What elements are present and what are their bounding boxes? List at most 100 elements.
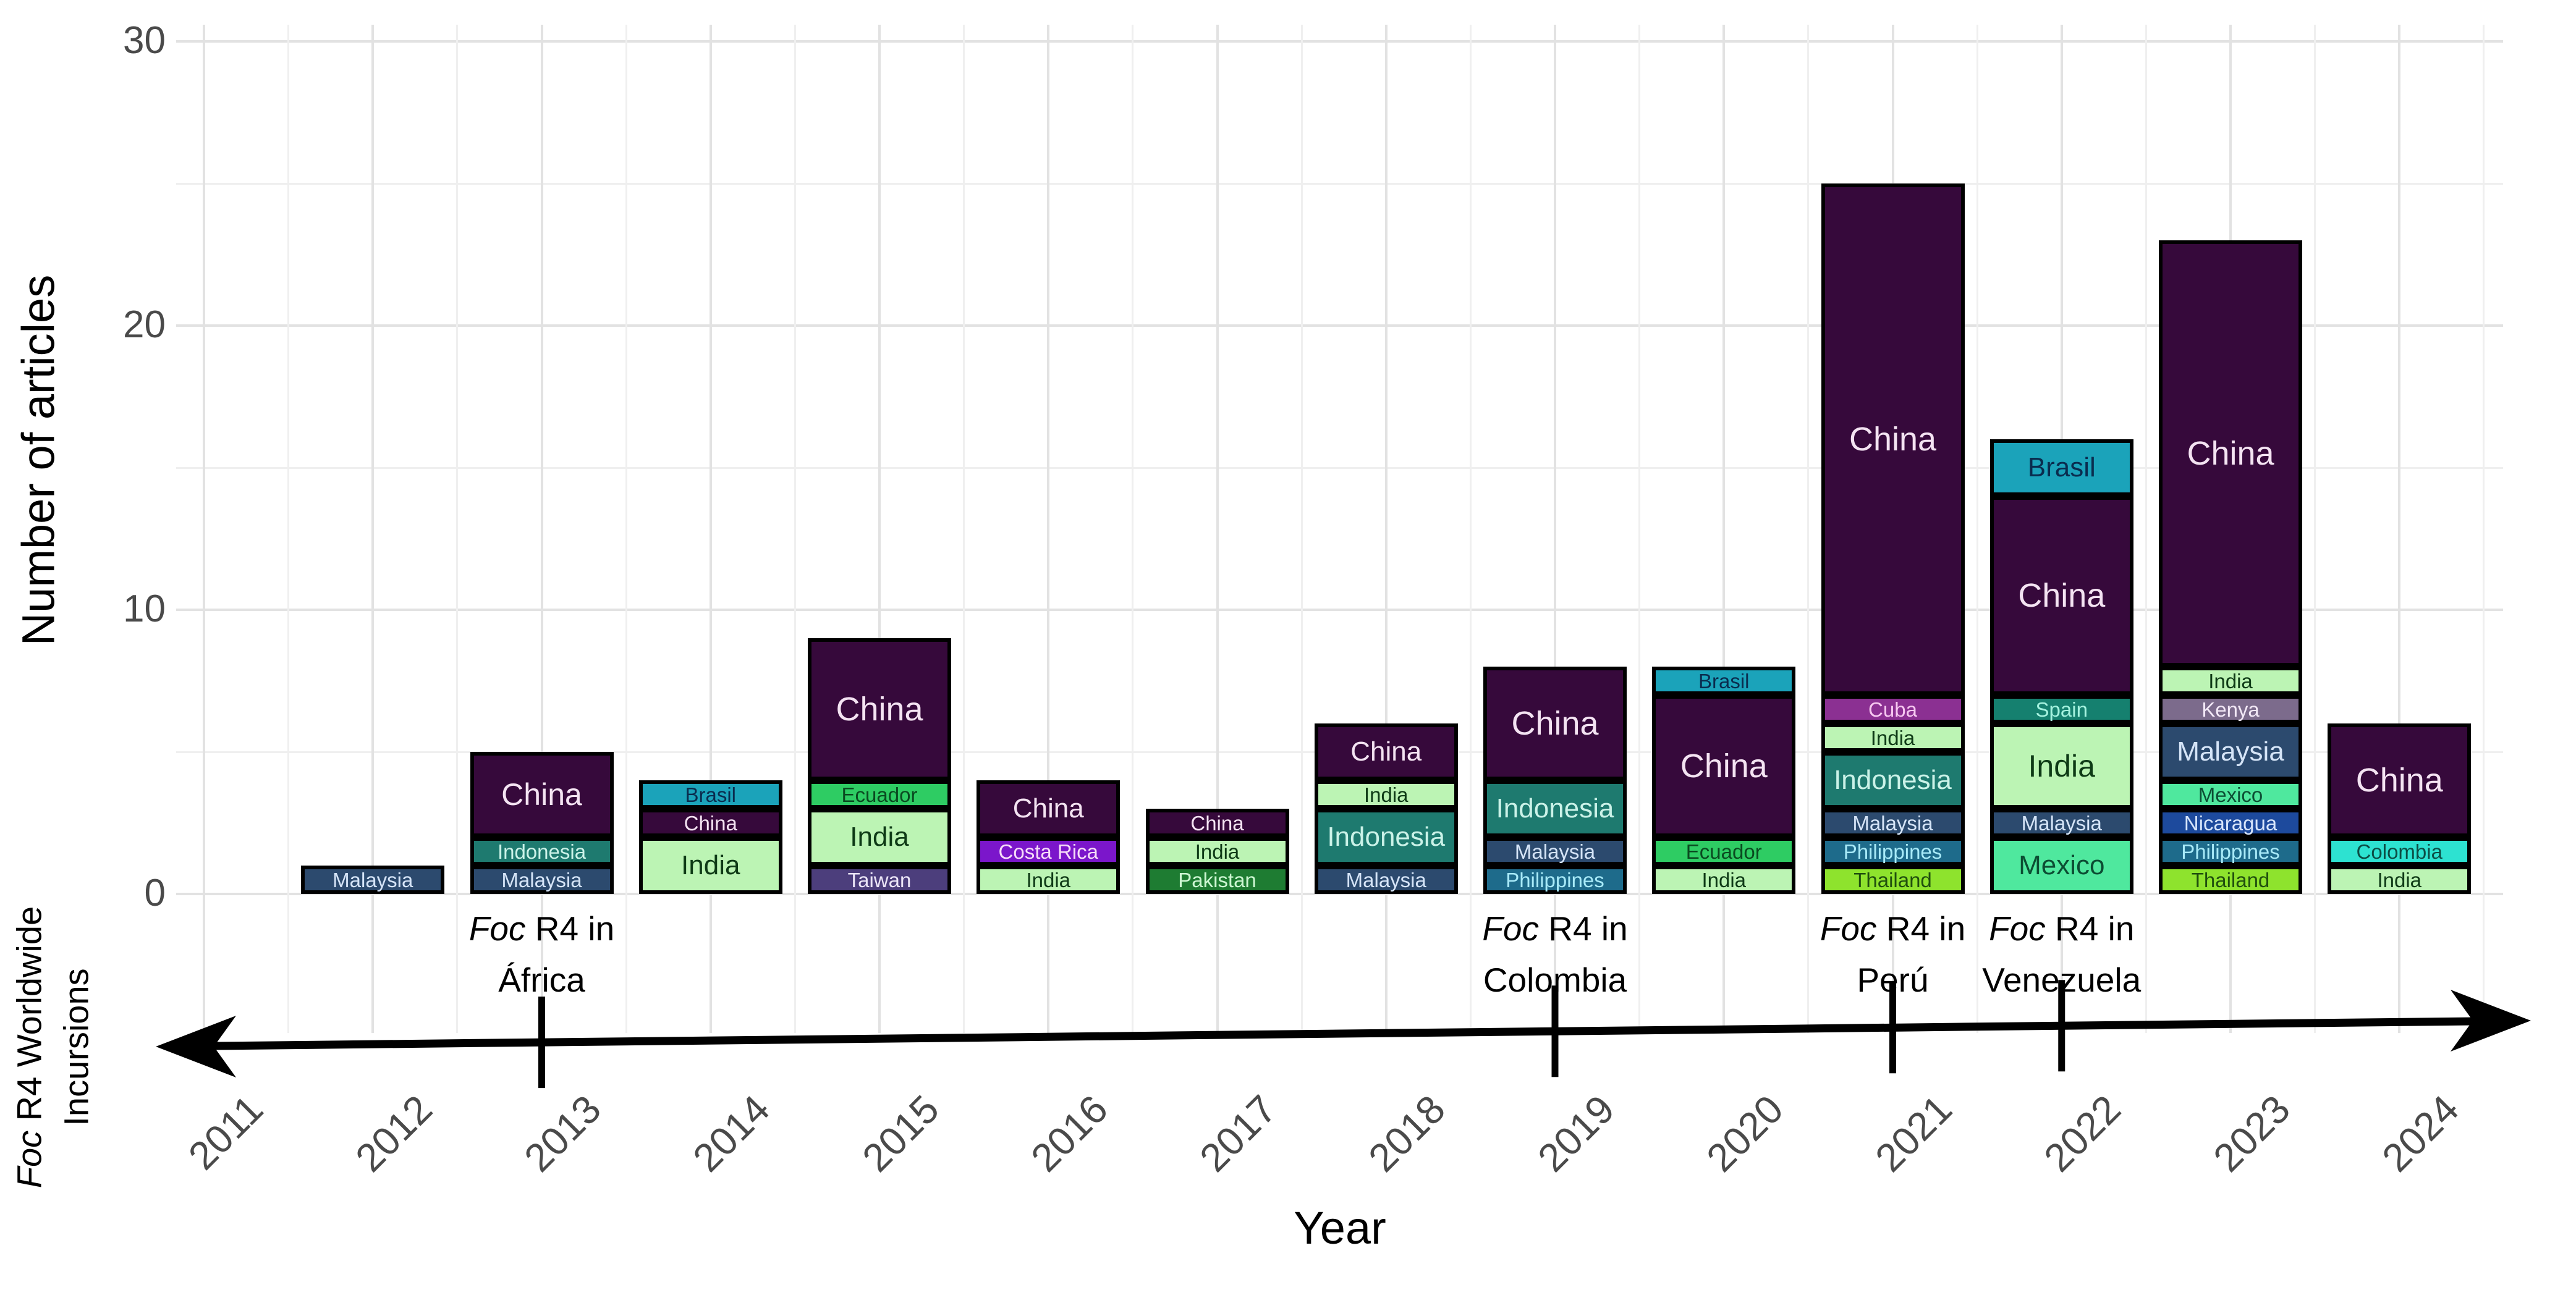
segment-label: India xyxy=(850,822,909,852)
segment-label: China xyxy=(836,691,923,728)
v-gridline-major xyxy=(203,25,205,1033)
segment-label: Indonesia xyxy=(1496,793,1614,824)
v-gridline-major xyxy=(2398,25,2401,1033)
segment-2015-ecuador: Ecuador xyxy=(808,780,951,809)
segment-2016-costa-rica: Costa Rica xyxy=(977,837,1121,866)
segment-label: China xyxy=(1680,748,1768,785)
segment-label: Colombia xyxy=(2356,840,2443,863)
segment-2020-ecuador: Ecuador xyxy=(1652,837,1796,866)
segment-label: China xyxy=(1350,736,1422,767)
v-gridline-minor xyxy=(1976,25,1978,1033)
segment-2023-india: India xyxy=(2159,667,2302,695)
v-gridline-major xyxy=(1384,25,1388,1033)
segment-label: Cuba xyxy=(1868,698,1917,721)
segment-2021-indonesia: Indonesia xyxy=(1821,752,1965,809)
segment-2022-spain: Spain xyxy=(1989,695,2133,723)
segment-2023-nicaragua: Nicaragua xyxy=(2159,809,2302,837)
segment-label: Mexico xyxy=(2019,850,2105,880)
h-gridline-major xyxy=(176,324,2503,327)
segment-label: Costa Rica xyxy=(998,840,1098,863)
segment-label: India xyxy=(2208,669,2253,693)
segment-label: Indonesia xyxy=(1834,765,1952,795)
arrowhead-right-icon xyxy=(2451,990,2531,1052)
segment-label: Philippines xyxy=(1506,868,1604,892)
segment-label: China xyxy=(501,777,582,812)
v-gridline-minor xyxy=(1807,25,1810,1033)
h-gridline-major xyxy=(176,893,2503,895)
segment-2012-malaysia: Malaysia xyxy=(301,866,445,894)
segment-label: Malaysia xyxy=(333,868,413,892)
segment-label: Ecuador xyxy=(841,783,918,806)
segment-label: Taiwan xyxy=(847,868,912,892)
segment-2022-china: China xyxy=(1989,496,2133,695)
v-gridline-minor xyxy=(625,25,627,1033)
y-tick-label-0: 0 xyxy=(144,872,166,915)
segment-2021-cuba: Cuba xyxy=(1821,695,1965,723)
segment-2022-malaysia: Malaysia xyxy=(1989,809,2133,837)
h-gridline-major xyxy=(176,609,2503,611)
segment-2017-pakistan: Pakistan xyxy=(1145,866,1289,894)
segment-2014-india: India xyxy=(638,837,782,894)
segment-label: Kenya xyxy=(2201,698,2260,721)
segment-label: Mexico xyxy=(2198,783,2263,806)
segment-2019-indonesia: Indonesia xyxy=(1483,780,1627,837)
segment-label: Malaysia xyxy=(1852,811,1933,835)
timeline-line xyxy=(205,1017,2482,1050)
segment-2023-malaysia: Malaysia xyxy=(2159,723,2302,780)
segment-label: Pakistan xyxy=(1178,868,1256,892)
segment-2013-china: China xyxy=(470,752,614,837)
y-axis-title: Number of articles xyxy=(12,274,64,646)
segment-2018-indonesia: Indonesia xyxy=(1314,809,1458,866)
segment-label: Malaysia xyxy=(1514,840,1596,863)
segment-label: India xyxy=(681,850,740,880)
segment-2022-india: India xyxy=(1989,723,2133,809)
v-gridline-minor xyxy=(456,25,459,1033)
v-gridline-major xyxy=(371,25,375,1033)
segment-label: China xyxy=(684,811,737,835)
segment-label: Brasil xyxy=(2027,452,2096,483)
segment-2016-china: China xyxy=(977,780,1121,837)
segment-2023-thailand: Thailand xyxy=(2159,866,2302,894)
segment-label: India xyxy=(1701,868,1747,892)
y-tick-label-30: 30 xyxy=(123,19,166,62)
segment-label: China xyxy=(1511,705,1599,742)
segment-label: China xyxy=(1190,811,1244,835)
segment-2023-philippines: Philippines xyxy=(2159,837,2302,866)
segment-label: India xyxy=(1870,726,1915,749)
segment-label: Malaysia xyxy=(2177,736,2284,767)
segment-label: Malaysia xyxy=(501,868,582,892)
segment-label: India xyxy=(1026,868,1071,892)
v-gridline-major xyxy=(1047,25,1050,1033)
segment-2017-china: China xyxy=(1145,809,1289,837)
segment-2017-india: India xyxy=(1145,837,1289,866)
segment-label: China xyxy=(1012,793,1084,824)
segment-label: India xyxy=(1363,783,1409,806)
timeline-annotation-perú: Foc R4 in Perú xyxy=(1820,909,1966,999)
v-gridline-minor xyxy=(1469,25,1472,1033)
v-gridline-minor xyxy=(287,25,290,1033)
segment-2021-malaysia: Malaysia xyxy=(1821,809,1965,837)
h-gridline-major xyxy=(176,40,2503,43)
segment-2024-colombia: Colombia xyxy=(2328,837,2472,866)
segment-2015-india: India xyxy=(808,809,951,866)
segment-label: Ecuador xyxy=(1685,840,1762,863)
v-gridline-minor xyxy=(2483,25,2485,1033)
timeline-annotation-áfrica: Foc R4 in África xyxy=(468,909,615,999)
segment-label: India xyxy=(2028,749,2095,783)
segment-2020-brasil: Brasil xyxy=(1652,667,1796,695)
timeline-axis-label-line2: Incursions xyxy=(56,968,95,1126)
segment-label: Spain xyxy=(2035,698,2088,721)
segment-label: Thailand xyxy=(2191,868,2270,892)
v-gridline-minor xyxy=(2145,25,2147,1033)
timeline-axis-label-line1: Foc R4 Worldwide xyxy=(9,906,49,1189)
segment-label: Malaysia xyxy=(2021,811,2102,835)
segment-label: India xyxy=(2377,868,2422,892)
y-tick-label-10: 10 xyxy=(123,588,166,631)
v-gridline-major xyxy=(1554,25,1556,1033)
segment-label: Indonesia xyxy=(497,840,587,863)
segment-2019-china: China xyxy=(1483,667,1627,780)
segment-2023-kenya: Kenya xyxy=(2159,695,2302,723)
segment-2021-china: China xyxy=(1821,183,1965,695)
v-gridline-minor xyxy=(963,25,965,1033)
